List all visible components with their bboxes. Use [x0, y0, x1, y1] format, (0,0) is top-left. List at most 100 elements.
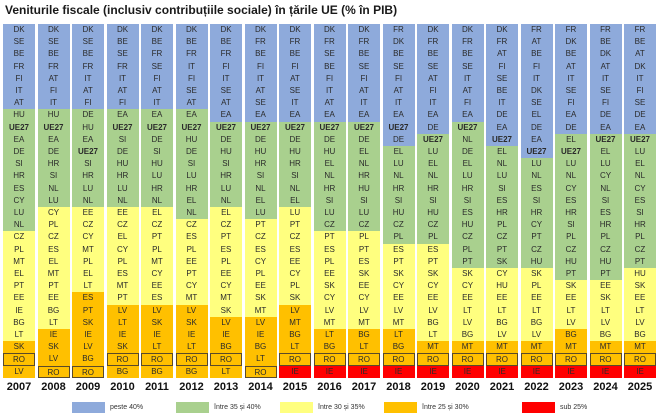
cell-2024-at: AT	[589, 60, 622, 73]
cell-2010-be: BE	[106, 36, 139, 49]
cell-2020-hr: HR	[451, 182, 484, 195]
cell-2021-cy: CY	[486, 268, 518, 281]
legend-label: între 25 și 30%	[422, 403, 469, 411]
cell-2021-be: BE	[486, 85, 518, 98]
cell-2022-si: SI	[520, 194, 553, 207]
cell-2009-dk: DK	[72, 24, 104, 37]
cell-2017-ee: EE	[348, 280, 380, 293]
cell-2007-cy: CY	[3, 194, 35, 207]
cell-2017-pl: PL	[348, 231, 380, 244]
cell-2024-hr: HR	[589, 219, 622, 232]
cell-2016-ee: EE	[313, 268, 346, 281]
cell-2022-fi: FI	[520, 60, 553, 73]
cell-2016-bg: BG	[313, 341, 346, 354]
cell-2021-de: DE	[486, 109, 518, 122]
cell-2017-lt: LT	[348, 341, 380, 354]
cell-2025-ee: EE	[624, 292, 656, 305]
cell-2016-sk: SK	[313, 280, 346, 293]
cell-2007-dk: DK	[3, 24, 35, 37]
cell-2011-se: SE	[141, 60, 173, 73]
cell-2016-se: SE	[313, 48, 346, 61]
column-2008: DK SE BE FR AT FI IT HU UE27 EA DE HR SI NL LU CY PL CZ ES…	[37, 24, 70, 379]
cell-2023-lt: LT	[555, 304, 587, 317]
cell-2008-ee: EE	[37, 292, 70, 305]
cell-2007-fi: FI	[3, 72, 35, 85]
cell-2016-ea: EA	[313, 109, 346, 122]
cell-2019-nl: NL	[417, 170, 449, 183]
cell-2009-lu: LU	[72, 182, 104, 195]
cell-2008-ro: RO	[37, 365, 70, 378]
cell-2020-fr: FR	[451, 36, 484, 49]
cell-2021-ea: EA	[486, 121, 518, 134]
cell-2018-fi: FI	[382, 72, 415, 85]
cell-2020-cy: CY	[451, 280, 484, 293]
cell-2009-cz: CZ	[72, 219, 104, 232]
cell-2008-at: AT	[37, 72, 70, 85]
cell-2010-it: IT	[106, 72, 139, 85]
cell-2015-dk: DK	[279, 24, 311, 37]
cell-2010-pl: PL	[106, 255, 139, 268]
cell-2017-de: DE	[348, 133, 380, 146]
cell-2015-pl: PL	[279, 280, 311, 293]
cell-2021-lt: LT	[486, 304, 518, 317]
cell-2023-it: IT	[555, 72, 587, 85]
year-label: 2017	[351, 381, 377, 393]
cell-2013-ro: RO	[210, 353, 242, 366]
cell-2008-ue27: UE27	[37, 121, 70, 134]
cell-2019-pl: PL	[417, 231, 449, 244]
cell-2012-ea: EA	[175, 109, 208, 122]
cell-2009-bg: BG	[72, 353, 104, 366]
cell-2024-cy: CY	[589, 170, 622, 183]
cell-2023-hu: HU	[555, 255, 587, 268]
cell-2023-se: SE	[555, 85, 587, 98]
cell-2013-at: AT	[210, 97, 242, 110]
cell-2008-dk: DK	[37, 24, 70, 37]
year-label: 2020	[455, 381, 480, 393]
cell-2007-pt: PT	[3, 280, 35, 293]
cell-2018-sk: SK	[382, 268, 415, 281]
cell-2024-hu: HU	[589, 255, 622, 268]
cell-2014-se: SE	[244, 97, 277, 110]
cell-2025-ue27: UE27	[624, 133, 656, 146]
cell-2015-ee: EE	[279, 255, 311, 268]
cell-2024-dk: DK	[589, 48, 622, 61]
cell-2023-de: DE	[555, 121, 587, 134]
cell-2023-bg: BG	[555, 329, 587, 342]
cell-2007-es: ES	[3, 182, 35, 195]
cell-2020-at: AT	[451, 85, 484, 98]
cell-2011-mt: MT	[141, 255, 173, 268]
cell-2016-pl: PL	[313, 255, 346, 268]
cell-2012-el: EL	[175, 194, 208, 207]
cell-2021-dk: DK	[486, 24, 518, 37]
cell-2021-cz: CZ	[486, 231, 518, 244]
cell-2017-sk: SK	[348, 268, 380, 281]
cell-2024-lu: LU	[589, 158, 622, 171]
cell-2019-lu: LU	[417, 146, 449, 159]
cell-2025-mt: MT	[624, 341, 656, 354]
column-2021: DK FR AT FI SE BE IT DE EA UE27 EL NL LU SI ES HR PL CZ PT…	[486, 24, 518, 379]
cell-2014-el: EL	[244, 194, 277, 207]
cell-2023-fr: FR	[555, 24, 587, 37]
cell-2016-el: EL	[313, 158, 346, 171]
cell-2019-de: DE	[417, 121, 449, 134]
year-label: 2011	[145, 381, 169, 393]
column-2017: DK FR BE SE FI AT IT EA UE27 DE EL NL HR HU SI LU CZ PL PT…	[348, 24, 380, 379]
cell-2022-lv: LV	[520, 329, 553, 342]
cell-2014-de: DE	[244, 133, 277, 146]
cell-2025-be: BE	[624, 36, 656, 49]
cell-2019-si: SI	[417, 194, 449, 207]
cell-2015-at: AT	[279, 72, 311, 85]
cell-2014-it: IT	[244, 72, 277, 85]
cell-2021-es: ES	[486, 194, 518, 207]
column-2010: DK BE SE FR IT AT FI EA UE27 SI DE HU HR LU NL EE CZ EL CY…	[106, 24, 139, 379]
cell-2012-lu: LU	[175, 170, 208, 183]
cell-2010-el: EL	[106, 231, 139, 244]
cell-2020-lt: LT	[451, 304, 484, 317]
cell-2016-hr: HR	[313, 182, 346, 195]
year-label: 2009	[75, 381, 101, 393]
cell-2017-it: IT	[348, 97, 380, 110]
cell-2007-de: DE	[3, 146, 35, 159]
cell-2007-lv: LV	[3, 365, 35, 378]
cell-2024-se: SE	[589, 85, 622, 98]
cell-2018-es: ES	[382, 243, 415, 256]
